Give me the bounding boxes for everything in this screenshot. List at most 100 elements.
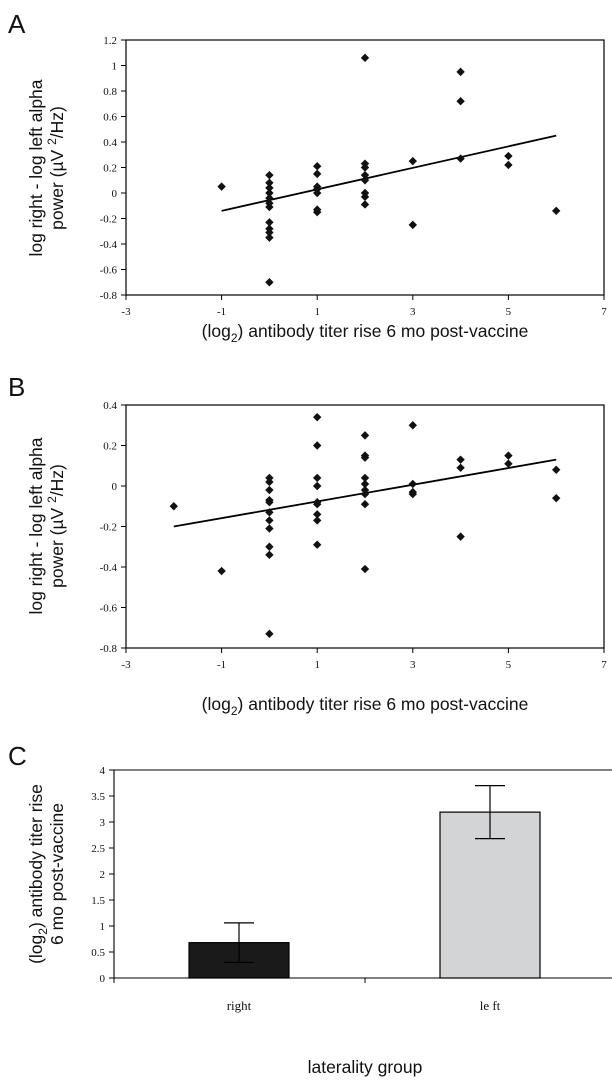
y-tick-label: -0.6 bbox=[100, 265, 118, 277]
data-point bbox=[552, 206, 561, 216]
y-tick-label: 0.4 bbox=[103, 137, 117, 149]
data-point bbox=[408, 156, 417, 166]
data-point bbox=[408, 220, 417, 230]
data-point bbox=[552, 493, 561, 503]
svg-text:power (µV 2/Hz): power (µV 2/Hz) bbox=[45, 106, 67, 230]
data-point bbox=[313, 500, 322, 509]
panel-a-trendline bbox=[221, 134, 557, 212]
panel-b: B -0.8 -0.6 -0.4 -0.2 0 0.2 0.4 -3 -1 1 3 5 7 (log2… bbox=[8, 372, 607, 718]
y-tick-label: 0.6 bbox=[103, 112, 117, 124]
data-point bbox=[360, 564, 370, 574]
y-tick-label: 1 bbox=[100, 921, 106, 933]
data-point bbox=[217, 182, 226, 191]
y-tick-label: 3 bbox=[100, 817, 106, 829]
data-point bbox=[217, 566, 226, 576]
panel-a-letter: A bbox=[8, 9, 26, 39]
data-point bbox=[408, 421, 417, 430]
data-point bbox=[265, 477, 274, 487]
svg-text:power (µV 2/Hz): power (µV 2/Hz) bbox=[45, 464, 67, 588]
svg-text:(log2) antibody titer rise: (log2) antibody titer rise bbox=[26, 784, 50, 964]
y-tick-label: 0.5 bbox=[91, 947, 105, 959]
y-tick-label: 0.8 bbox=[103, 86, 117, 98]
data-point bbox=[265, 550, 274, 560]
data-point bbox=[265, 193, 274, 203]
data-point bbox=[313, 540, 322, 549]
panel-a-y-axis-title: log right - log left alpha power (µV 2/H… bbox=[26, 79, 67, 256]
panel-c-bars: right le ft bbox=[188, 784, 541, 1013]
data-point bbox=[456, 97, 465, 106]
data-point bbox=[265, 178, 274, 187]
svg-text:log right - log left alpha: log right - log left alpha bbox=[26, 79, 46, 256]
panel-b-plot-frame bbox=[125, 404, 605, 649]
data-point bbox=[504, 451, 513, 460]
x-tick-label: 1 bbox=[314, 659, 320, 671]
svg-text:log right - log left alpha: log right - log left alpha bbox=[26, 437, 46, 614]
y-tick-label: 2.5 bbox=[91, 843, 105, 855]
data-point bbox=[360, 163, 370, 172]
x-tick-label: 5 bbox=[506, 306, 512, 318]
data-point bbox=[360, 176, 370, 185]
panel-a-points bbox=[217, 53, 561, 287]
data-point bbox=[360, 200, 370, 209]
data-point bbox=[265, 183, 274, 193]
panel-c-y-axis-title: (log2) antibody titer rise 6 mo post-vac… bbox=[26, 784, 67, 964]
data-point bbox=[265, 188, 274, 198]
data-point bbox=[360, 170, 370, 180]
data-point bbox=[360, 500, 370, 509]
data-point bbox=[360, 431, 370, 440]
panel-b-points bbox=[169, 412, 561, 639]
data-point bbox=[265, 485, 274, 495]
data-point bbox=[313, 481, 322, 491]
data-point bbox=[504, 160, 513, 170]
panel-b-y-axis-title: log right - log left alpha power (µV 2/H… bbox=[26, 437, 67, 614]
panel-b-letter: B bbox=[8, 372, 25, 402]
data-point bbox=[360, 53, 370, 63]
data-point bbox=[360, 473, 370, 483]
data-point bbox=[265, 498, 274, 507]
category-label: right bbox=[227, 998, 252, 1013]
trendline bbox=[221, 134, 557, 212]
panel-b-y-ticks: -0.8 -0.6 -0.4 -0.2 0 0.2 0.4 bbox=[100, 400, 126, 655]
data-point bbox=[313, 441, 322, 450]
data-point bbox=[265, 524, 274, 533]
y-tick-label: 0 bbox=[112, 481, 118, 493]
x-tick-label: -3 bbox=[121, 306, 131, 318]
x-tick-label: -1 bbox=[217, 659, 226, 671]
data-point bbox=[313, 473, 322, 483]
data-point bbox=[313, 188, 322, 198]
data-point bbox=[265, 629, 274, 639]
y-tick-label: 0 bbox=[112, 188, 118, 200]
y-tick-label: 1.5 bbox=[91, 895, 105, 907]
panel-c: C 0 0.5 1 1.5 2 2.5 3 3.5 4 right le ft lateralit… bbox=[8, 741, 612, 1077]
data-point bbox=[360, 192, 370, 202]
panel-b-x-axis-title: (log2) antibody titer rise 6 mo post-vac… bbox=[202, 694, 529, 718]
data-point bbox=[265, 170, 274, 180]
data-point bbox=[408, 489, 417, 499]
data-point bbox=[360, 479, 370, 489]
data-point bbox=[504, 459, 513, 468]
data-point bbox=[313, 162, 322, 171]
x-tick-label: 1 bbox=[314, 306, 320, 318]
panel-c-x-axis-title: laterality group bbox=[308, 1057, 423, 1077]
panel-c-y-ticks: 0 0.5 1 1.5 2 2.5 3 3.5 4 bbox=[91, 765, 366, 985]
y-tick-label: -0.2 bbox=[100, 522, 117, 534]
panel-c-letter: C bbox=[8, 741, 27, 771]
data-point bbox=[313, 169, 322, 179]
data-point bbox=[265, 202, 274, 212]
data-point bbox=[360, 489, 370, 499]
svg-text:6 mo post-vaccine: 6 mo post-vaccine bbox=[47, 803, 67, 945]
y-tick-label: 0 bbox=[100, 973, 106, 985]
panel-b-x-ticks: -3 -1 1 3 5 7 bbox=[121, 648, 607, 671]
data-point bbox=[456, 463, 465, 472]
data-point bbox=[552, 465, 561, 474]
y-tick-label: 0.2 bbox=[103, 163, 117, 175]
x-tick-label: -3 bbox=[121, 659, 131, 671]
data-point bbox=[360, 453, 370, 462]
y-tick-label: 2 bbox=[100, 869, 106, 881]
data-point bbox=[265, 233, 274, 242]
y-tick-label: 0.4 bbox=[103, 400, 117, 412]
data-point bbox=[456, 154, 465, 163]
y-tick-label: 1.2 bbox=[103, 35, 117, 47]
category-label: le ft bbox=[480, 998, 501, 1013]
